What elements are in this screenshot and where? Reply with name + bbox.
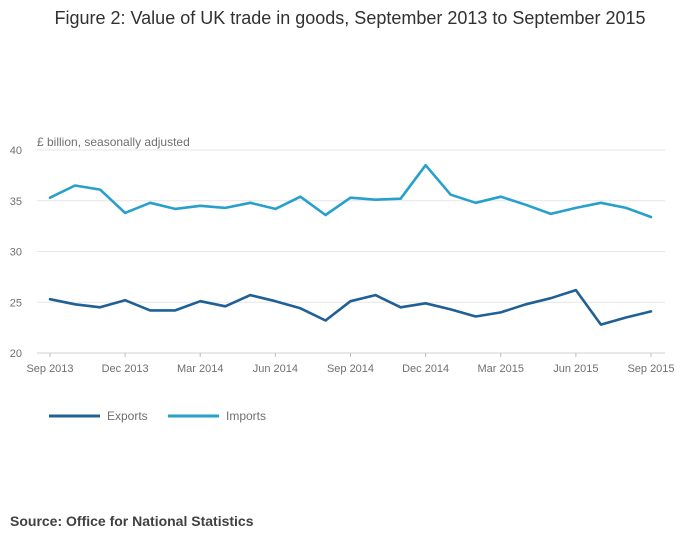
x-tick-label: Mar 2014 bbox=[177, 363, 223, 375]
source-note: Source: Office for National Statistics bbox=[10, 513, 254, 529]
series-line-exports bbox=[48, 288, 653, 326]
y-tick-label: 20 bbox=[10, 348, 22, 360]
x-tick-label: Dec 2014 bbox=[402, 363, 449, 375]
y-tick-label: 35 bbox=[10, 196, 22, 208]
y-tick-label: 30 bbox=[10, 247, 22, 259]
gridlines bbox=[37, 149, 665, 354]
legend-label-exports: Exports bbox=[107, 409, 148, 423]
x-tick-label: Sep 2014 bbox=[327, 363, 374, 375]
x-tick-label: Sep 2015 bbox=[627, 363, 674, 375]
series-line-imports bbox=[48, 163, 653, 219]
axes: 20 25 30 35 40 Sep 2013 Dec 2013 Mar 2014 Jun 20… bbox=[10, 145, 675, 375]
y-tick-label: 40 bbox=[10, 145, 22, 157]
legend: Exports Imports bbox=[49, 409, 266, 423]
x-tick-label: Dec 2013 bbox=[102, 363, 149, 375]
y-axis-label: £ billion, seasonally adjusted bbox=[37, 135, 190, 149]
legend-label-imports: Imports bbox=[226, 409, 266, 423]
x-tick-label: Jun 2015 bbox=[553, 363, 598, 375]
x-tick-label: Sep 2013 bbox=[26, 363, 73, 375]
x-tick-label: Jun 2014 bbox=[253, 363, 298, 375]
chart-title: Figure 2: Value of UK trade in goods, Se… bbox=[54, 8, 646, 28]
series-lines bbox=[48, 163, 653, 326]
y-tick-label: 25 bbox=[10, 297, 22, 309]
x-tick-label: Mar 2015 bbox=[478, 363, 524, 375]
